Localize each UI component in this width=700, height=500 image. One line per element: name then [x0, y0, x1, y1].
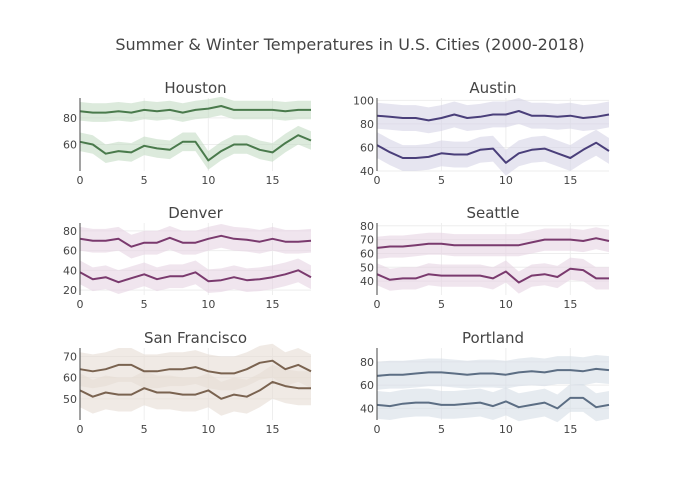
- subplot-5: San Francisco 0 5 10 15 50 60 70: [63, 329, 312, 436]
- series-band-2: [80, 125, 311, 170]
- x-tick-label: 0: [77, 423, 84, 436]
- x-tick-label: 5: [438, 423, 445, 436]
- series-line-1: [376, 110, 610, 122]
- subplot-title: Austin: [469, 79, 516, 97]
- x-tick-label: 15: [266, 298, 280, 311]
- y-tick-label: 80: [63, 225, 77, 238]
- x-tick-label: 5: [141, 423, 148, 436]
- x-tick-label: 15: [563, 423, 577, 436]
- series-line-2: [376, 141, 610, 164]
- y-tick-label: 100: [353, 94, 374, 107]
- x-tick-label: 10: [499, 174, 513, 187]
- chart-title: Summer & Winter Temperatures in U.S. Cit…: [115, 35, 584, 54]
- x-tick-label: 5: [438, 298, 445, 311]
- y-tick-label: 50: [360, 261, 374, 274]
- y-tick-label: 20: [63, 284, 77, 297]
- subplot-3: Denver 0 5 10 15 20 40 60 80: [63, 204, 312, 311]
- x-tick-label: 10: [201, 174, 215, 187]
- series-band-2: [377, 384, 609, 423]
- y-tick-label: 80: [360, 118, 374, 131]
- x-tick-label: 10: [499, 298, 513, 311]
- series-band-2: [377, 257, 609, 294]
- series-line-1: [79, 359, 312, 375]
- series-band-1: [80, 224, 311, 259]
- y-tick-label: 70: [63, 350, 77, 363]
- y-tick-label: 40: [63, 264, 77, 277]
- y-tick-label: 80: [360, 356, 374, 369]
- series-line-1: [79, 234, 312, 248]
- series-line-1: [79, 105, 311, 114]
- y-tick-label: 60: [360, 379, 374, 392]
- x-tick-label: 10: [499, 423, 513, 436]
- y-tick-label: 60: [63, 245, 77, 258]
- x-tick-label: 0: [77, 298, 84, 311]
- y-tick-label: 60: [63, 138, 77, 151]
- series-line-2: [79, 269, 312, 284]
- x-tick-label: 15: [266, 423, 280, 436]
- series-band-2: [377, 129, 609, 176]
- x-tick-label: 10: [201, 298, 215, 311]
- series-band-2: [80, 364, 311, 416]
- y-tick-label: 80: [63, 112, 77, 125]
- y-tick-label: 70: [360, 234, 374, 247]
- y-tick-label: 40: [360, 275, 374, 288]
- x-tick-label: 0: [374, 298, 381, 311]
- x-tick-label: 15: [563, 174, 577, 187]
- series-band-1: [377, 355, 609, 390]
- series-band-1: [377, 227, 609, 259]
- series-line-1: [376, 237, 610, 249]
- y-tick-label: 60: [63, 372, 77, 385]
- subplot-title: Seattle: [466, 204, 519, 222]
- x-tick-label: 0: [374, 423, 381, 436]
- y-tick-label: 60: [360, 247, 374, 260]
- series-band-2: [80, 258, 311, 294]
- x-tick-label: 5: [438, 174, 445, 187]
- x-tick-label: 0: [374, 174, 381, 187]
- x-tick-label: 5: [141, 174, 148, 187]
- subplot-title: San Francisco: [144, 329, 247, 347]
- x-tick-label: 15: [563, 298, 577, 311]
- x-tick-label: 0: [77, 174, 84, 187]
- subplot-1: Houston 0 5 10 15 60 80: [63, 79, 312, 187]
- y-tick-label: 80: [360, 220, 374, 233]
- y-tick-label: 60: [360, 141, 374, 154]
- y-tick-label: 40: [360, 165, 374, 178]
- series-line-2: [79, 380, 311, 400]
- series-line-2: [376, 396, 610, 410]
- subplot-2: Austin 0 5 10 15 40 60 80 100: [353, 79, 610, 187]
- series-band-1: [377, 98, 609, 134]
- series-line-1: [376, 367, 610, 377]
- y-tick-label: 50: [63, 393, 77, 406]
- y-tick-label: 40: [360, 402, 374, 415]
- subplot-title: Denver: [168, 204, 223, 222]
- subplot-title: Portland: [462, 329, 524, 347]
- series-line-2: [376, 267, 609, 284]
- series-line-2: [79, 134, 312, 162]
- x-tick-label: 15: [266, 174, 280, 187]
- x-tick-label: 10: [201, 423, 215, 436]
- x-tick-label: 5: [141, 298, 148, 311]
- subplot-6: Portland 0 5 10 15 40 60 80: [360, 329, 610, 436]
- subplot-title: Houston: [164, 79, 226, 97]
